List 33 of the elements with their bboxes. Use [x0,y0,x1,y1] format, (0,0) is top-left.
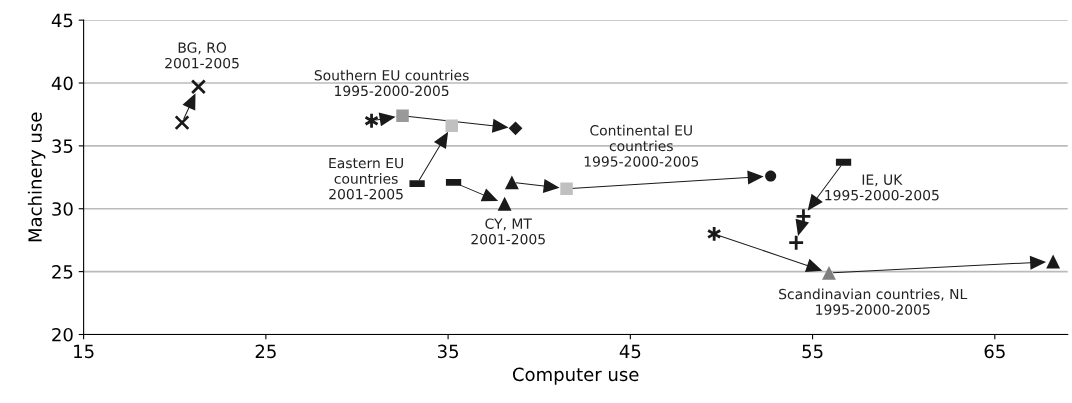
x-axis-title: Computer use [512,367,639,385]
annotation: BG, RO 2001-2005 [165,42,239,69]
y-tick-label: 30 [52,202,73,216]
point [765,170,777,182]
annotation: Scandinavian countries, NL 1995-2000-2005 [779,288,968,315]
x-tick-label: 35 [437,344,459,359]
point [508,121,523,136]
x-tick-label: 55 [802,344,823,359]
point [787,234,805,252]
y-tick-label: 20 [52,327,73,342]
x-tick-label: 25 [255,344,276,359]
point [560,182,573,195]
y-tick-label: 40 [51,76,73,91]
point [1046,254,1061,269]
point [190,79,207,95]
y-axis-title: Machinery use [27,112,46,242]
y-tick-label: 45 [51,13,73,28]
point [396,109,409,122]
annotation: Southern EU countries 1995-2000-2005 [314,69,469,97]
point [174,114,190,131]
point [497,196,512,211]
annotation: Continental EU countries 1995-2000-2005 [584,124,699,167]
y-tick-label: 25 [52,265,73,279]
x-tick-label: 45 [619,344,641,359]
point [822,265,836,280]
y-tick-label: 35 [52,139,73,153]
point [445,119,458,133]
x-tick-label: 15 [74,344,94,359]
annotation: Eastern EU countries 2001-2005 [329,157,403,200]
point [504,175,519,190]
x-tick-label: 65 [984,344,1005,359]
annotation: IE, UK 1995-2000-2005 [825,174,939,201]
annotation: CY, MT 2001-2005 [471,218,545,245]
